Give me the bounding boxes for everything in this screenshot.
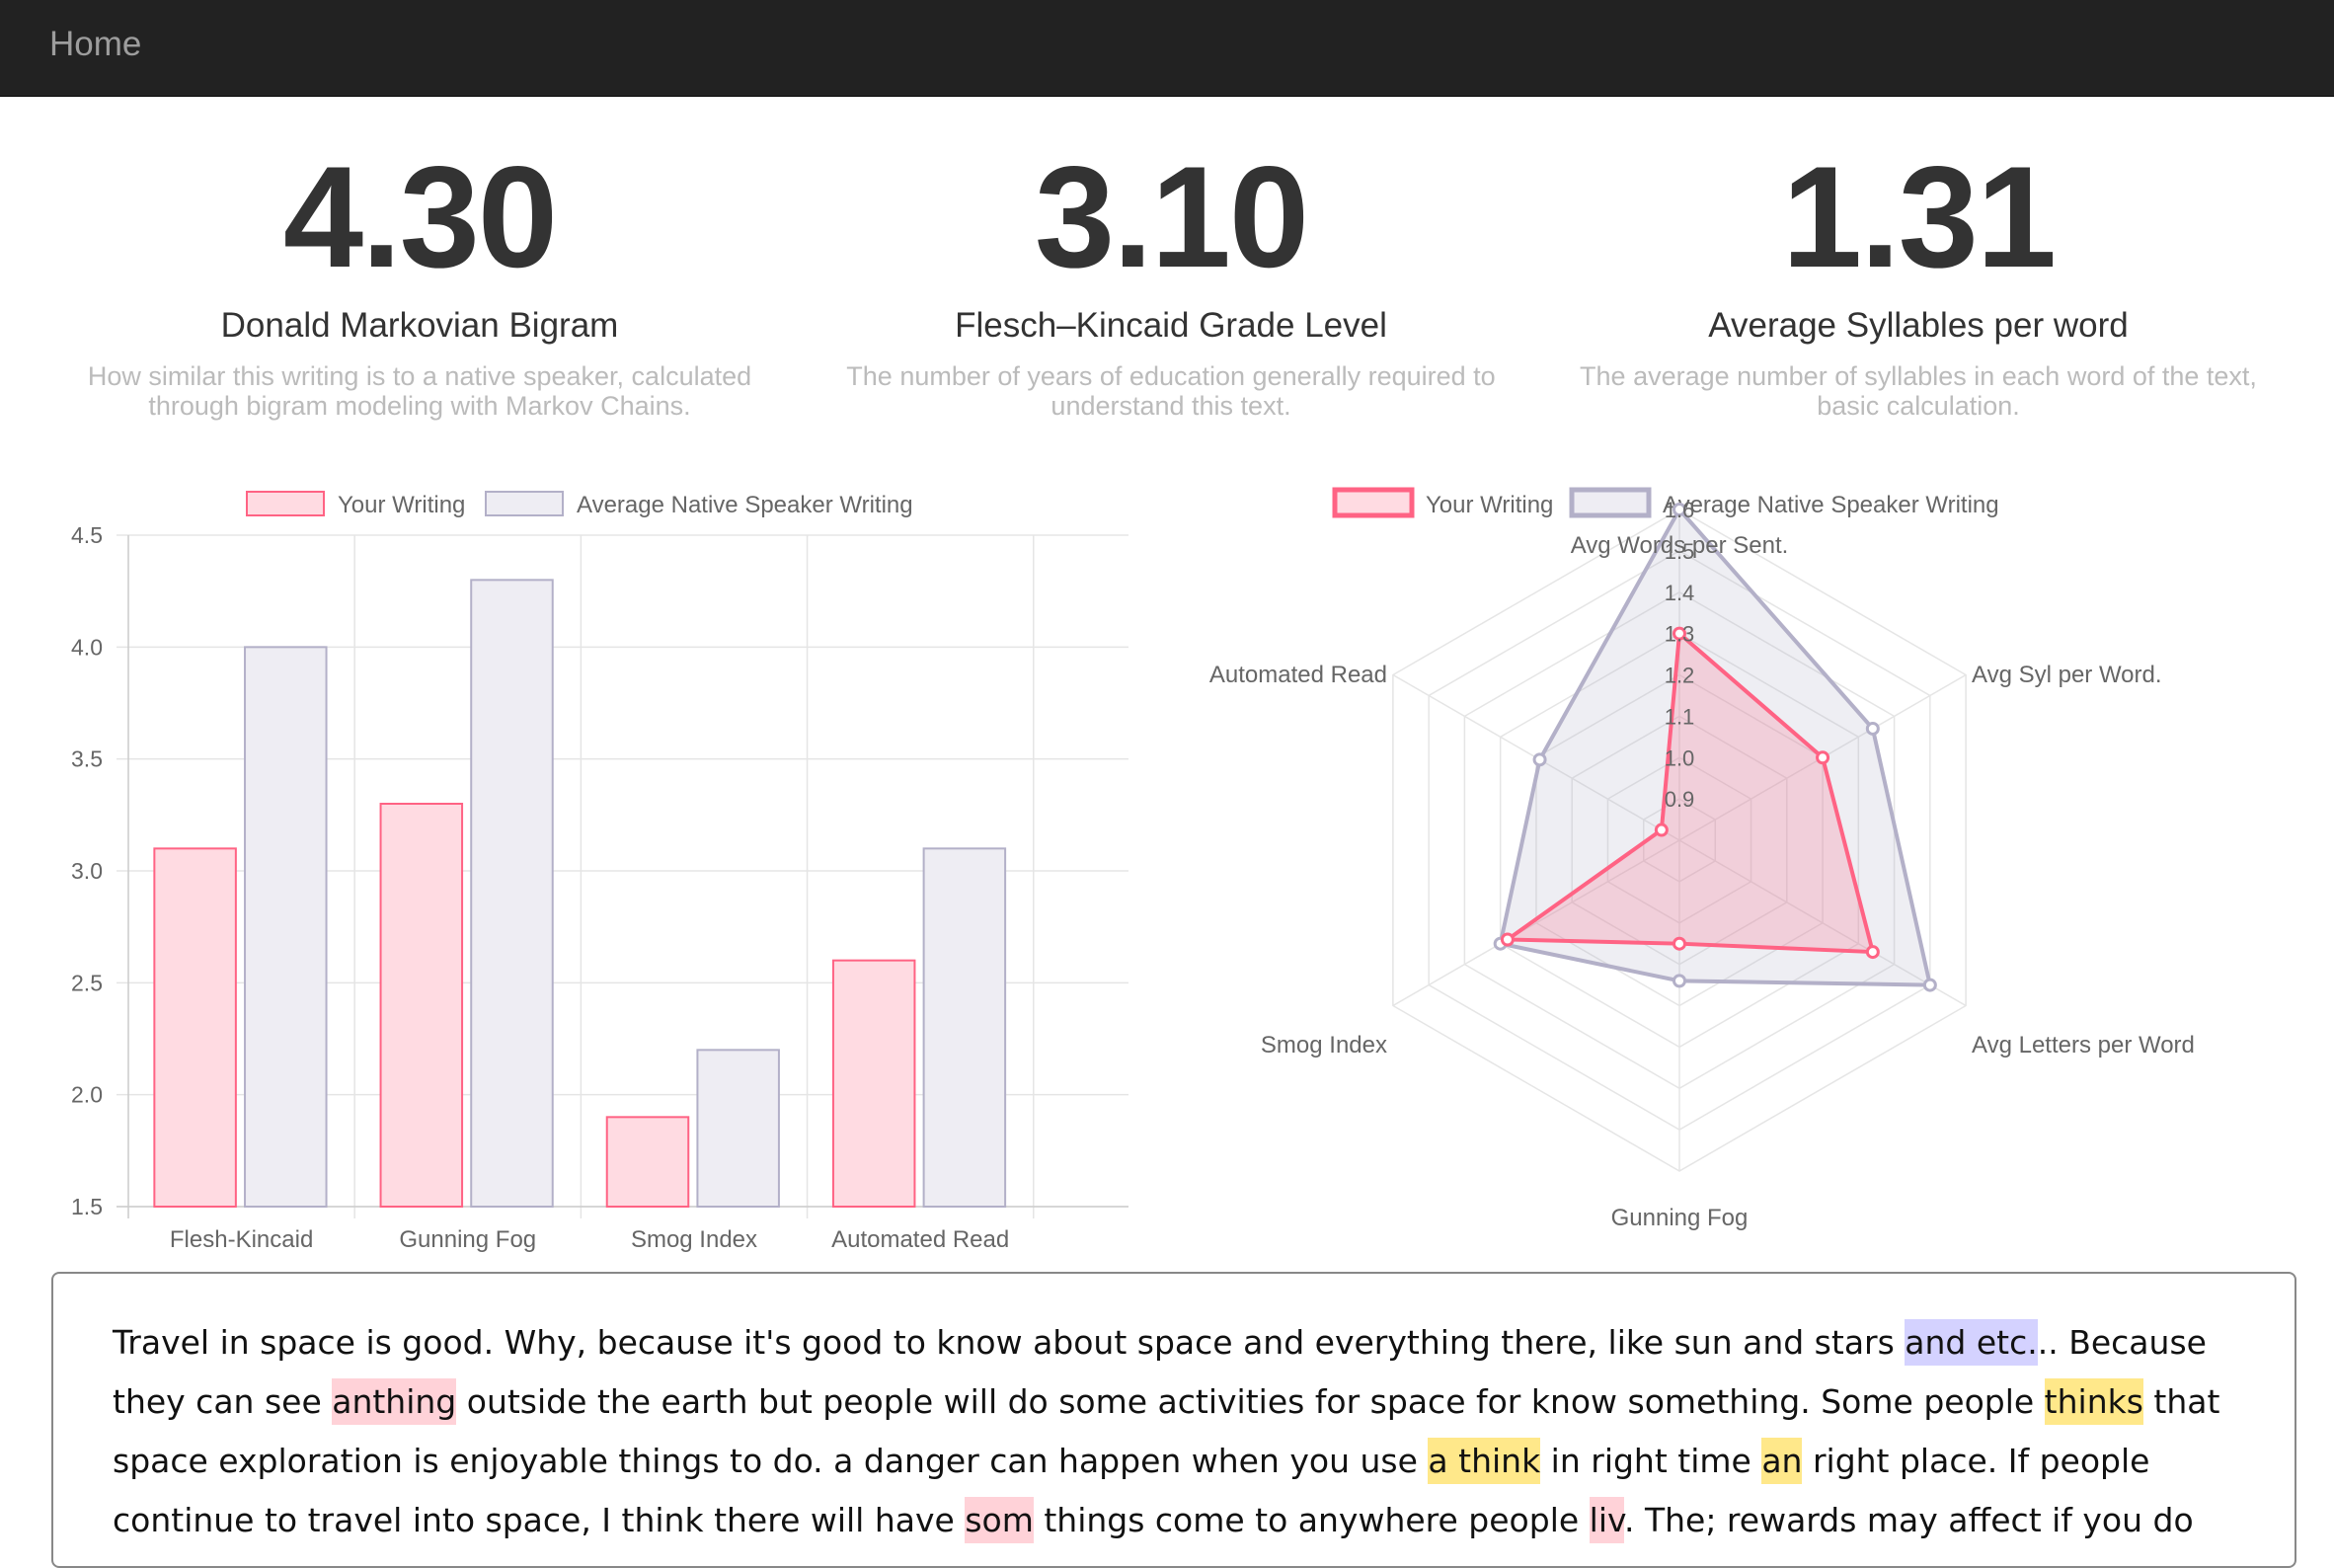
stat-value: 3.10 — [1034, 136, 1309, 297]
bar — [470, 579, 554, 1209]
radar-point — [1654, 823, 1669, 837]
bar-chart: Your Writing Average Native Speaker Writi… — [71, 491, 1128, 1253]
radar-spoke — [1678, 839, 1967, 1007]
x-tick-label: Gunning Fog — [399, 1226, 536, 1253]
y-tick-label: 2.0 — [71, 1082, 103, 1108]
essay-segment: Travel in space is good. Why, because it… — [113, 1323, 1906, 1362]
y-tick-label: 3.0 — [71, 858, 103, 884]
radar-chart: Your Writing Average Native Speaker Writi… — [1209, 487, 2195, 1231]
stat-description: The average number of syllables in each … — [1580, 361, 2257, 421]
radar-point — [1532, 752, 1547, 767]
radar-axis-label: Avg Words per Sent. — [1571, 532, 1789, 559]
navbar: Home — [0, 0, 2334, 97]
stat-value: 1.31 — [1781, 136, 2057, 297]
legend-label: Your Writing — [338, 492, 465, 518]
radar-tick-label: 1.6 — [1665, 498, 1695, 522]
radar-point — [1673, 936, 1686, 951]
essay-segment: that space exploration is enjoyable thin… — [113, 1382, 2220, 1480]
stat-bigram: 4.30 Donald Markovian Bigram How similar… — [53, 136, 786, 422]
radar-tick-label: 0.9 — [1665, 787, 1695, 812]
radar-point — [1673, 974, 1686, 988]
y-tick-label: 4.0 — [71, 634, 103, 660]
bar — [153, 847, 237, 1208]
legend-swatch — [485, 491, 564, 516]
radar-point — [1922, 978, 1937, 992]
radar-point — [1865, 721, 1880, 736]
stat-flesch-kincaid: 3.10 Flesch–Kincaid Grade Level The numb… — [805, 136, 1537, 422]
highlighted-word[interactable]: anthing — [332, 1378, 457, 1425]
y-tick-label: 3.5 — [71, 746, 103, 772]
radar-tick-label: 1.3 — [1665, 622, 1695, 647]
essay-segment: outside the earth but people will do som… — [456, 1382, 2045, 1421]
x-tick-label: Automated Read — [831, 1226, 1009, 1253]
legend-label: Your Writing — [1426, 492, 1553, 518]
highlighted-word[interactable]: som — [965, 1497, 1034, 1543]
y-tick-label: 4.5 — [71, 522, 103, 548]
essay-text: Travel in space is good. Why, because it… — [51, 1272, 2296, 1568]
radar-tick-label: 1.1 — [1665, 704, 1695, 729]
stat-description: The number of years of education general… — [846, 361, 1496, 421]
legend-label: Average Native Speaker Writing — [577, 492, 913, 518]
stat-syllables: 1.31 Average Syllables per word The aver… — [1552, 136, 2285, 422]
radar-spoke — [1392, 839, 1680, 1007]
bar — [244, 646, 328, 1209]
highlighted-word[interactable]: and etc. — [1905, 1319, 2038, 1366]
stat-label: Flesch–Kincaid Grade Level — [955, 306, 1387, 345]
legend-swatch — [1569, 487, 1652, 518]
radar-axis-label: Automated Read — [1209, 662, 1387, 688]
highlighted-word[interactable]: thinks — [2044, 1378, 2143, 1425]
essay-segment: things come to anywhere people — [1033, 1501, 1590, 1539]
y-tick-label: 2.5 — [71, 970, 103, 995]
bar — [831, 959, 916, 1208]
legend-label: Average Native Speaker Writing — [1663, 492, 1999, 518]
radar-axis-label: Smog Index — [1261, 1032, 1387, 1058]
stat-label: Donald Markovian Bigram — [220, 306, 619, 345]
bar — [696, 1049, 780, 1208]
radar-axis-label: Gunning Fog — [1611, 1205, 1749, 1231]
radar-point — [1673, 503, 1686, 516]
radar-point — [1816, 750, 1830, 765]
bar — [922, 847, 1007, 1208]
radar-point — [1500, 932, 1515, 947]
radar-tick-label: 1.4 — [1665, 581, 1695, 605]
essay-segment: in right time — [1540, 1442, 1762, 1480]
radar-point — [1865, 945, 1880, 960]
radar-point — [1673, 626, 1686, 641]
essay-segment: .. Because they can see — [113, 1323, 2207, 1421]
legend-swatch — [1332, 487, 1415, 518]
y-tick-label: 1.5 — [71, 1194, 103, 1219]
x-tick-label: Smog Index — [631, 1226, 757, 1253]
highlighted-word[interactable]: a think — [1428, 1438, 1541, 1484]
highlighted-word[interactable]: an — [1761, 1438, 1803, 1484]
home-link[interactable]: Home — [49, 25, 142, 63]
bar — [605, 1116, 690, 1208]
radar-axis-label: Avg Syl per Word. — [1972, 662, 2162, 688]
radar-axis-label: Avg Letters per Word — [1972, 1032, 2195, 1058]
legend-swatch — [246, 491, 325, 516]
radar-tick-label: 1.2 — [1665, 664, 1695, 688]
stat-value: 4.30 — [282, 136, 558, 297]
x-tick-label: Flesh-Kincaid — [170, 1226, 313, 1253]
stat-label: Average Syllables per word — [1708, 306, 2129, 345]
stat-description: How similar this writing is to a native … — [87, 361, 752, 421]
radar-tick-label: 1.0 — [1665, 745, 1695, 770]
highlighted-word[interactable]: liv — [1589, 1497, 1624, 1543]
radar-tick-label: 1.5 — [1665, 539, 1695, 564]
bar — [379, 803, 464, 1208]
